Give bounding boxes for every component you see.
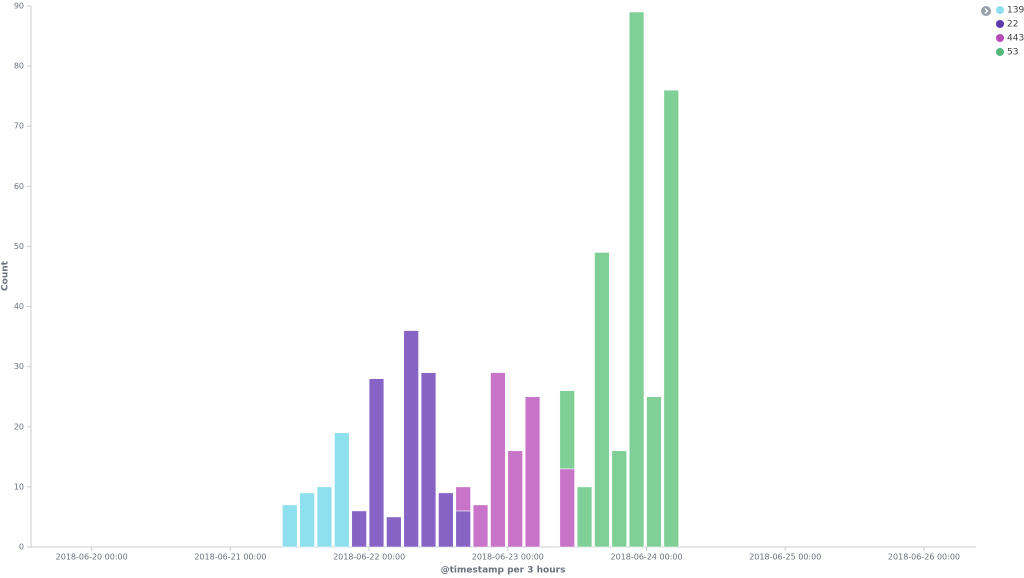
x-axis-title: @timestamp per 3 hours	[441, 566, 566, 576]
legend-label[interactable]: 139	[1007, 6, 1024, 16]
legend-toggle-icon[interactable]	[981, 6, 991, 16]
x-tick-label: 2018-06-20 00:00	[56, 553, 128, 562]
bar	[403, 330, 419, 548]
bar	[438, 492, 454, 548]
bar	[282, 504, 298, 548]
bar	[524, 396, 541, 548]
bar	[594, 252, 610, 548]
bar	[351, 510, 367, 548]
legend-label[interactable]: 443	[1007, 34, 1024, 44]
bar	[559, 390, 575, 470]
x-tick-label: 2018-06-23 00:00	[472, 553, 544, 562]
bar	[368, 378, 385, 548]
bar	[611, 450, 627, 548]
bar	[455, 510, 471, 548]
legend-swatch[interactable]	[996, 20, 1004, 28]
y-tick-label: 90	[14, 2, 24, 11]
legend-label[interactable]: 22	[1007, 20, 1018, 30]
bar	[576, 486, 593, 548]
x-tick-label: 2018-06-24 00:00	[611, 553, 683, 562]
legend-toggle[interactable]	[981, 6, 991, 16]
y-tick-label: 10	[14, 482, 24, 491]
y-tick-label: 70	[14, 122, 24, 131]
y-tick-label: 30	[14, 362, 24, 371]
bar	[420, 372, 437, 548]
x-tick-label: 2018-06-22 00:00	[333, 553, 405, 562]
legend-swatch[interactable]	[996, 48, 1004, 56]
y-axis-title: Count	[1, 260, 11, 291]
bar	[455, 486, 471, 512]
chevron	[984, 8, 989, 14]
x-tick-label: 2018-06-21 00:00	[194, 553, 266, 562]
bar	[559, 468, 575, 548]
bar	[646, 396, 662, 548]
y-tick-label: 20	[14, 422, 24, 431]
bar	[507, 450, 523, 548]
y-tick-label: 80	[14, 62, 24, 71]
bar	[299, 492, 315, 548]
y-tick-label: 60	[14, 182, 24, 191]
x-tick-label: 2018-06-25 00:00	[749, 553, 821, 562]
bar	[490, 372, 506, 548]
y-tick-label: 0	[19, 543, 24, 552]
bar	[472, 504, 489, 548]
bar	[386, 516, 402, 548]
legend-label[interactable]: 53	[1007, 48, 1018, 58]
bar	[628, 11, 645, 548]
bar	[316, 486, 333, 548]
bar	[334, 432, 350, 548]
y-tick-label: 50	[14, 242, 24, 251]
y-tick-label: 40	[14, 302, 24, 311]
bar	[663, 89, 679, 548]
legend-swatch[interactable]	[996, 6, 1004, 14]
x-tick-label: 2018-06-26 00:00	[888, 553, 960, 562]
legend-swatch[interactable]	[996, 34, 1004, 42]
